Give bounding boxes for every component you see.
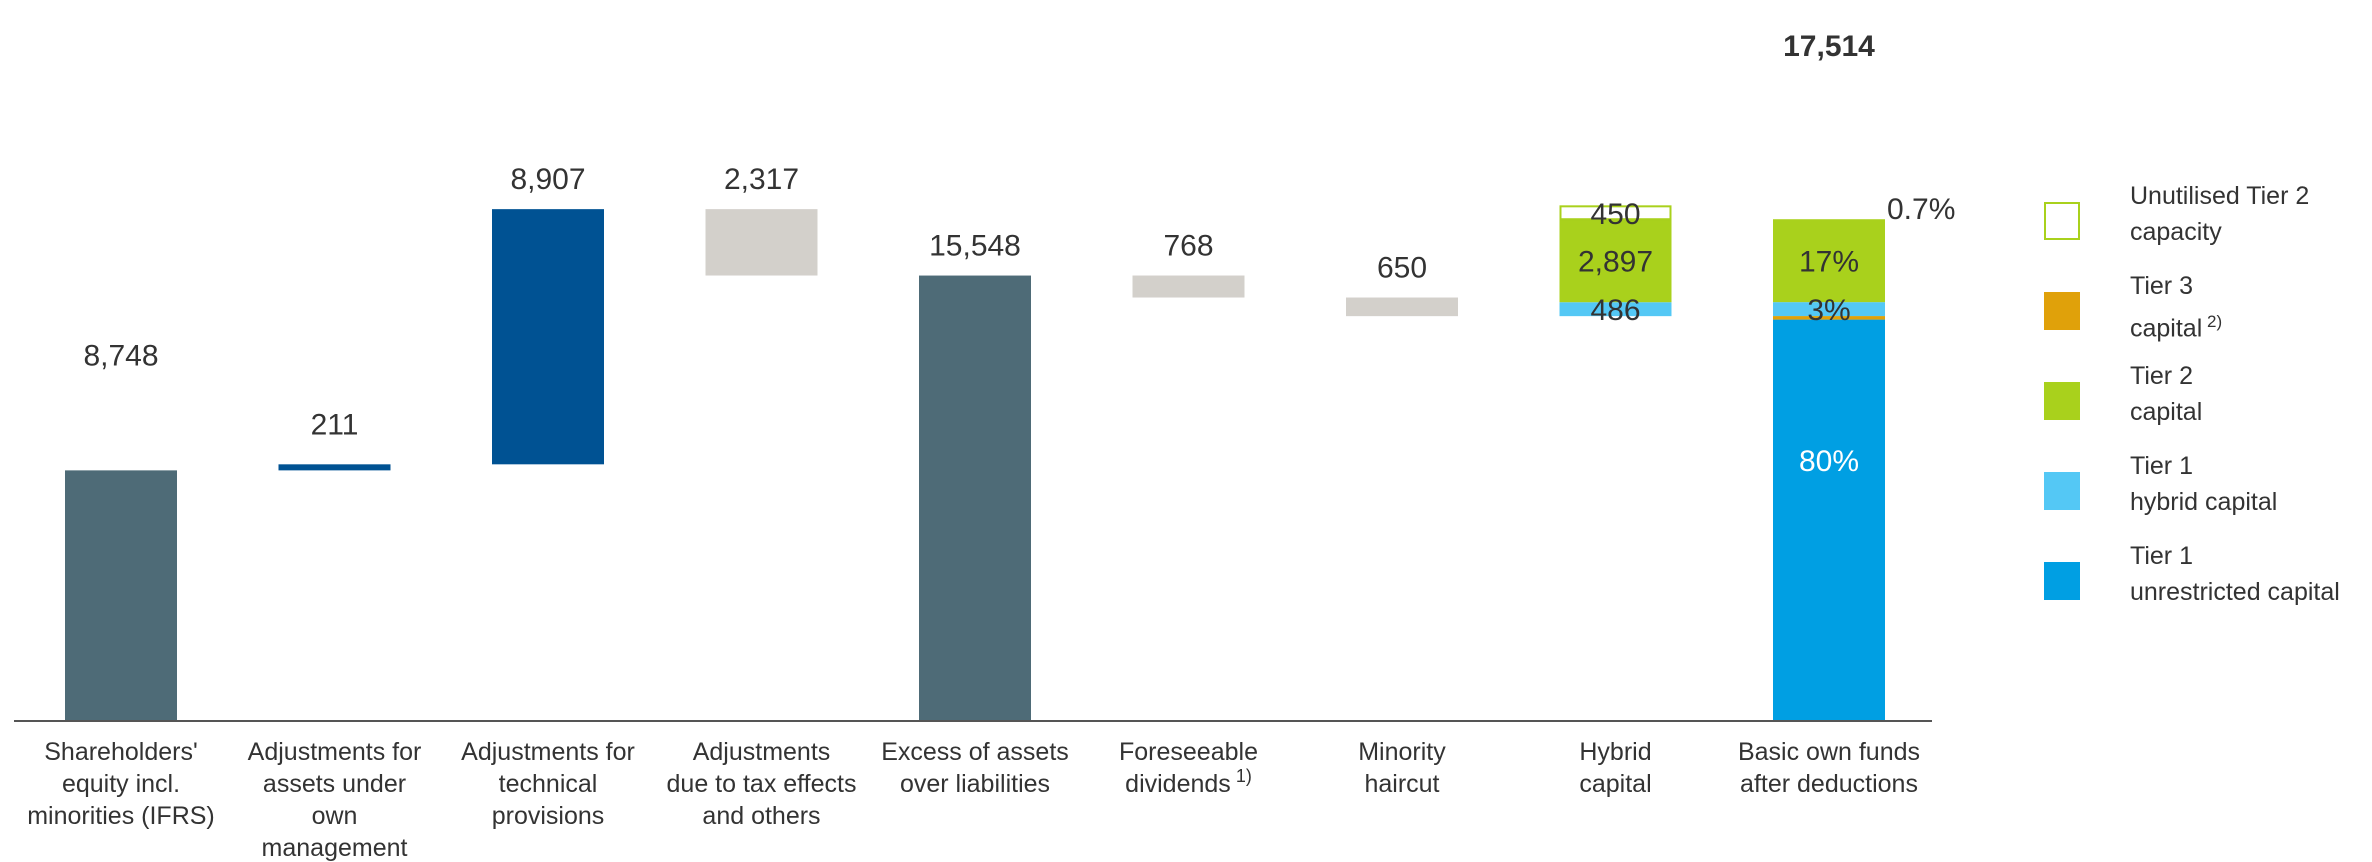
bar-0 — [65, 470, 177, 721]
value-label-3: 2,317 — [724, 163, 799, 196]
total-value-label: 17,514 — [1783, 30, 1875, 63]
category-label-1: Adjustments for assets under own management — [248, 738, 422, 862]
legend-tier1-unrestricted: Tier 1 unrestricted capital — [2038, 538, 2368, 628]
legend-tier2-swatch — [2044, 382, 2080, 420]
legend-tier3-swatch — [2044, 292, 2080, 330]
total-label-0: 80% — [1799, 445, 1859, 478]
hybrid-seg-1 — [1559, 219, 1672, 303]
hybrid-label-2: 450 — [1590, 198, 1640, 231]
bar-3 — [705, 209, 818, 276]
bar-4 — [919, 275, 1031, 721]
legend-tier2: Tier 2 capital — [2038, 358, 2368, 448]
legend-tier1-unrestricted-label: Tier 1 unrestricted capital — [2130, 542, 2340, 606]
category-label-5: Foreseeable dividends 1) — [1119, 738, 1258, 798]
total-seg-0 — [1773, 319, 1885, 721]
hybrid-seg-0 — [1559, 302, 1672, 317]
chart-legend: Unutilised Tier 2 capacity Tier 3 capital 2… — [2038, 178, 2368, 628]
bar-6 — [1346, 297, 1458, 317]
legend-tier1-hybrid-label: Tier 1 hybrid capital — [2130, 452, 2278, 516]
value-label-4: 15,548 — [929, 230, 1021, 263]
value-label-1: 211 — [311, 408, 359, 441]
legend-tier3-label: Tier 3 capital 2) — [2130, 272, 2223, 343]
legend-unutilised-tier2-swatch — [2044, 202, 2080, 240]
legend-unutilised-tier2-label: Unutilised Tier 2 capacity — [2130, 182, 2310, 246]
total-seg-2 — [1773, 302, 1885, 317]
category-label-2: Adjustments for technical provisions — [461, 738, 635, 830]
total-label-2: 3% — [1807, 294, 1850, 327]
value-label-5: 768 — [1163, 230, 1213, 263]
total-label-1: 0.7% — [1887, 193, 1955, 226]
legend-unutilised-tier2: Unutilised Tier 2 capacity — [2038, 178, 2368, 268]
total-seg-3 — [1773, 219, 1885, 303]
total-label-3: 17% — [1799, 246, 1859, 279]
legend-tier1-unrestricted-swatch — [2044, 562, 2080, 600]
legend-tier1-hybrid-swatch — [2044, 472, 2080, 510]
value-label-0: 8,748 — [83, 339, 158, 372]
bar-5 — [1132, 275, 1245, 298]
category-label-6: Minority haircut — [1358, 738, 1446, 798]
bar-1 — [278, 464, 391, 471]
chart-value-labels: 8,748 211 8,907 2,317 15,548 768 650 486 2,897 45… — [83, 30, 1955, 478]
hybrid-label-1: 2,897 — [1578, 246, 1653, 279]
category-label-3: Adjustments due to tax effects and others — [667, 738, 857, 830]
legend-tier1-hybrid: Tier 1 hybrid capital — [2038, 448, 2368, 538]
value-label-2: 8,907 — [510, 163, 585, 196]
value-label-6: 650 — [1377, 252, 1427, 285]
category-labels: Shareholders' equity incl. minorities (IFR… — [27, 738, 1920, 862]
category-label-4: Excess of assets over liabilities — [881, 738, 1069, 798]
chart-bars — [65, 205, 1885, 721]
category-label-8: Basic own funds after deductions — [1738, 738, 1920, 798]
category-label-7: Hybrid capital — [1579, 738, 1651, 798]
legend-tier2-label: Tier 2 capital — [2130, 362, 2203, 426]
total-seg-1 — [1773, 316, 1885, 320]
hybrid-label-0: 486 — [1590, 294, 1640, 327]
legend-tier3: Tier 3 capital 2) — [2038, 268, 2368, 358]
category-label-0: Shareholders' equity incl. minorities (IFR… — [27, 738, 215, 830]
bar-2 — [492, 209, 604, 465]
hybrid-seg-2 — [1559, 205, 1672, 221]
